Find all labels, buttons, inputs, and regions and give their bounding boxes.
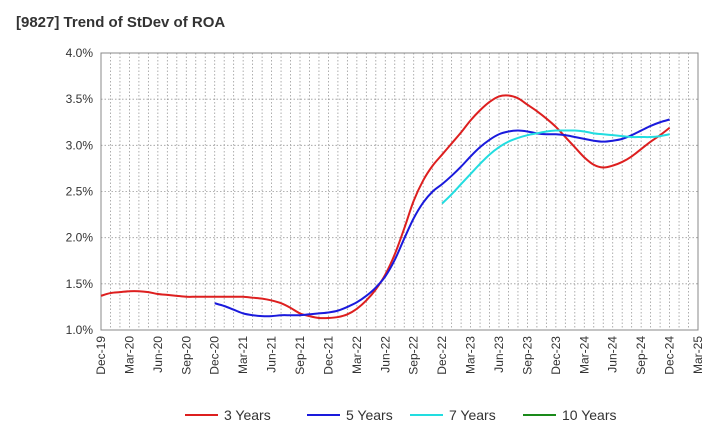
x-tick-label: Mar-21 — [236, 336, 250, 374]
series-line-5-years — [214, 118, 670, 318]
x-tick-label: Jun-21 — [265, 336, 279, 373]
legend-item-7-years: 7 Years — [410, 407, 496, 423]
legend-label: 3 Years — [224, 407, 271, 423]
x-tick-label: Sep-20 — [179, 336, 193, 375]
grid — [101, 52, 698, 330]
y-tick-label: 4.0% — [66, 46, 94, 60]
x-tick-label: Sep-21 — [293, 336, 307, 375]
x-tick-label: Jun-23 — [492, 336, 506, 373]
series-lines — [100, 94, 671, 320]
x-tick-label: Sep-22 — [407, 336, 421, 375]
x-tick-label: Dec-21 — [321, 336, 335, 375]
x-tick-label: Sep-23 — [520, 336, 534, 375]
x-tick-label: Sep-24 — [634, 336, 648, 375]
x-tick-label: Dec-24 — [663, 336, 677, 375]
legend-item-10-years: 10 Years — [523, 407, 617, 423]
series-line-7-years — [441, 129, 670, 205]
x-tick-label: Mar-20 — [122, 336, 136, 374]
x-tick-label: Dec-23 — [549, 336, 563, 375]
y-tick-label: 1.5% — [66, 277, 94, 291]
x-tick-label: Mar-22 — [350, 336, 364, 374]
y-tick-label: 3.0% — [66, 138, 94, 152]
legend-label: 7 Years — [449, 407, 496, 423]
legend-label: 10 Years — [562, 407, 617, 423]
x-tick-label: Dec-20 — [208, 336, 222, 375]
legend: 3 Years 5 Years 7 Years 10 Years — [185, 407, 617, 423]
y-tick-label: 2.0% — [66, 231, 94, 245]
y-tick-label: 1.0% — [66, 323, 94, 337]
x-tick-label: Jun-20 — [151, 336, 165, 373]
y-tick-label: 3.5% — [66, 92, 94, 106]
x-tick-label: Jun-24 — [606, 336, 620, 373]
series-line-3-years — [100, 94, 671, 320]
chart-title: [9827] Trend of StDev of ROA — [16, 14, 226, 31]
x-tick-label: Dec-22 — [435, 336, 449, 375]
axes: 1.0% 1.5% 2.0% 2.5% 3.0% 3.5% 4.0% Dec-19 Mar-20… — [66, 46, 705, 375]
x-tick-label: Mar-25 — [691, 336, 705, 374]
y-tick-label: 2.5% — [66, 185, 94, 199]
x-tick-label: Mar-24 — [577, 336, 591, 374]
plot-frame — [100, 52, 699, 331]
legend-item-3-years: 3 Years — [185, 407, 271, 423]
x-tick-label: Dec-19 — [94, 336, 108, 375]
x-tick-label: Jun-22 — [378, 336, 392, 373]
x-tick-label: Mar-23 — [464, 336, 478, 374]
legend-label: 5 Years — [346, 407, 393, 423]
legend-item-5-years: 5 Years — [307, 407, 393, 423]
